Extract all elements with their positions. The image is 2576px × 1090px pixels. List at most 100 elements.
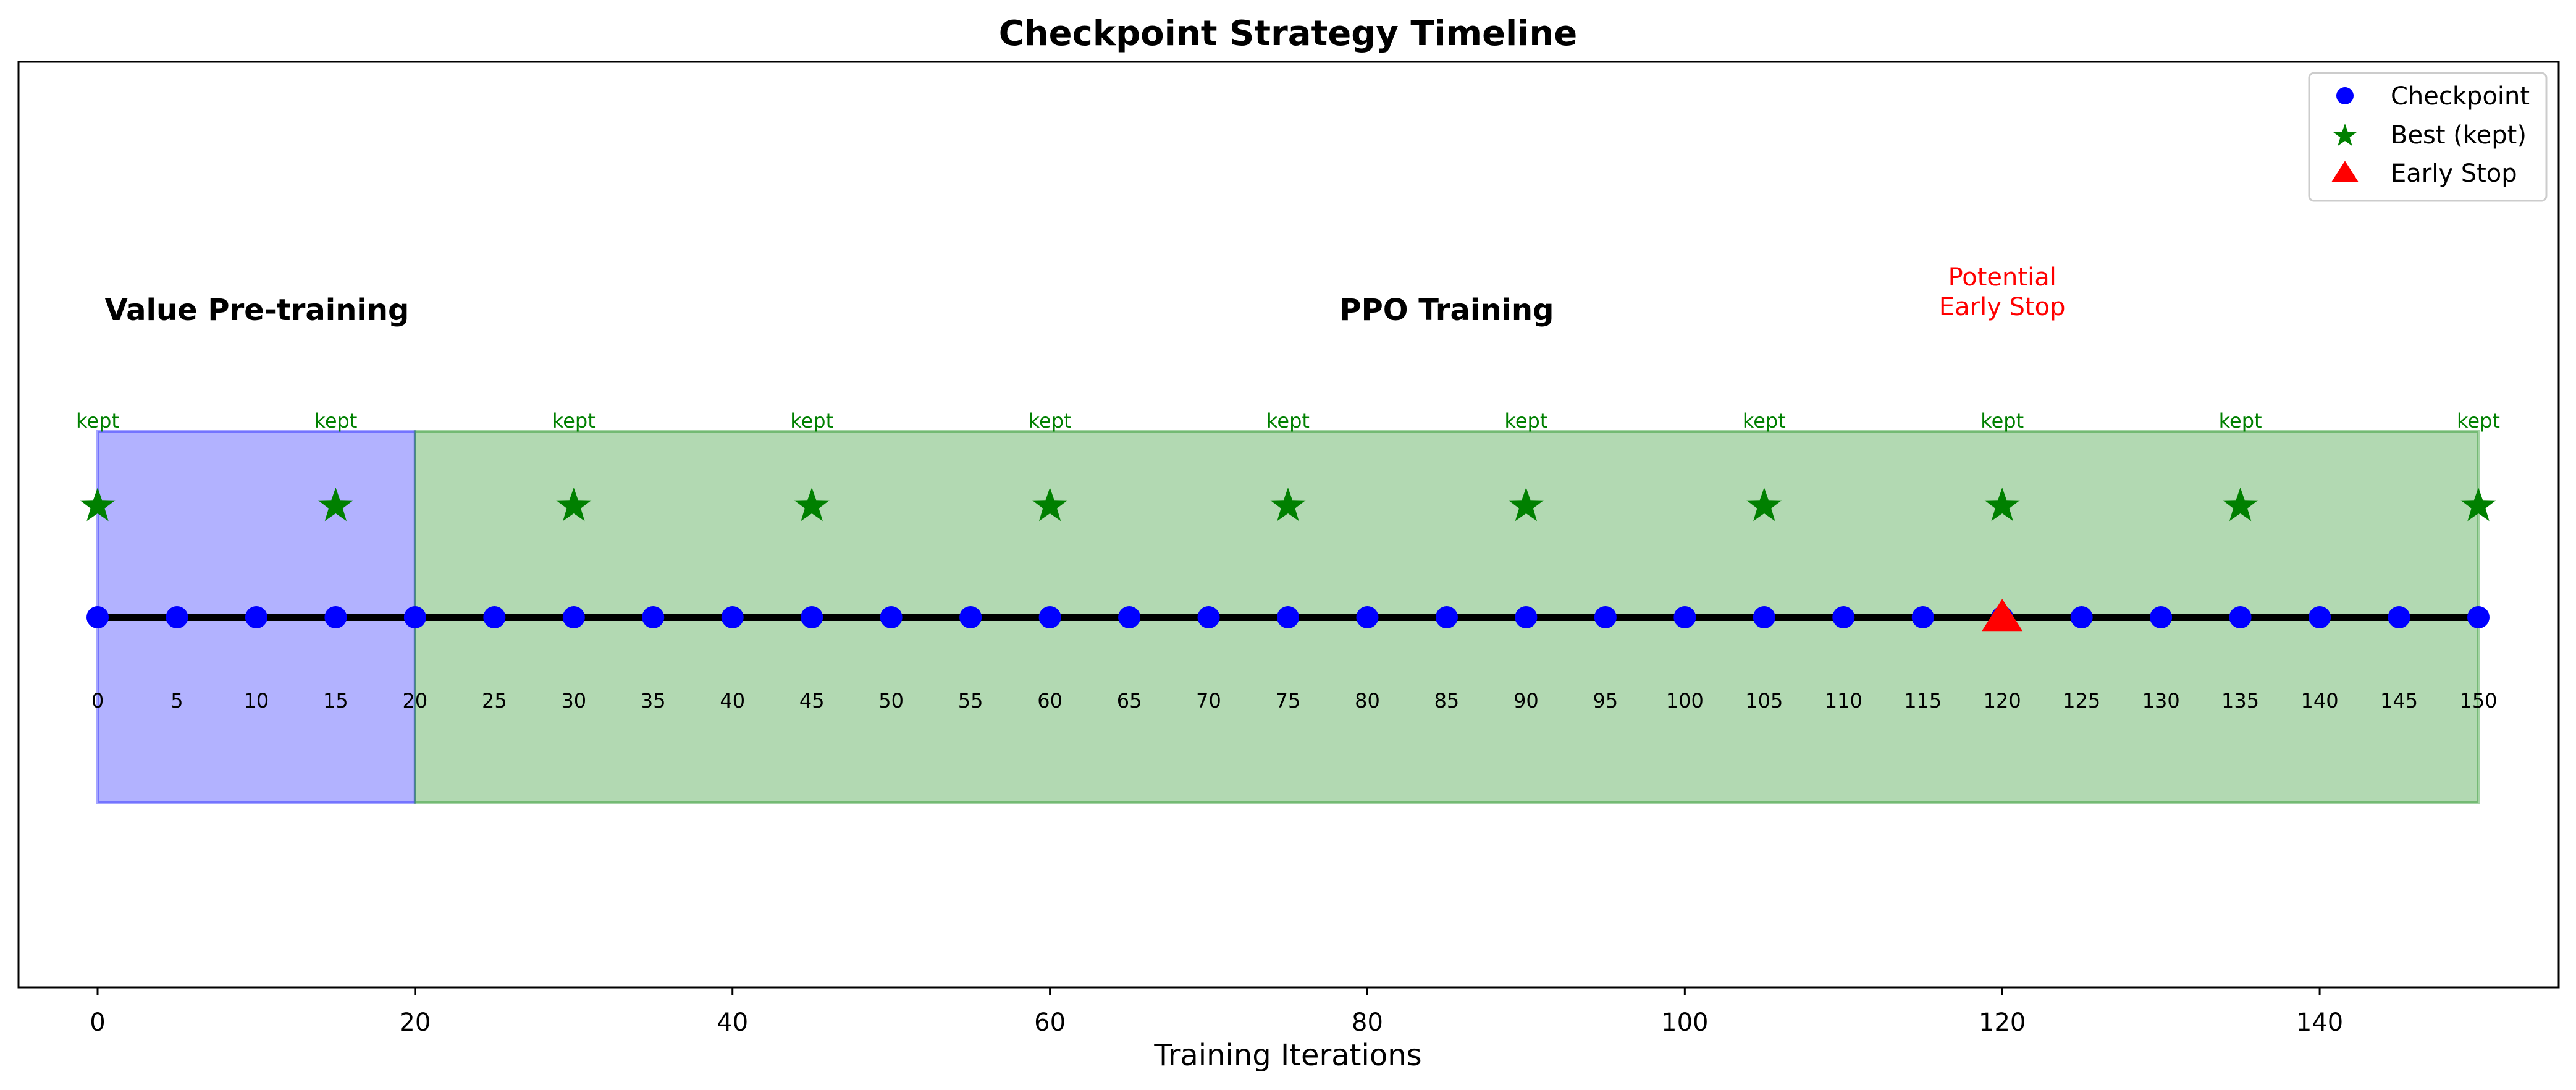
checkpoint-number-label: 125 [2063, 689, 2100, 712]
checkpoint-marker [483, 606, 506, 628]
legend-label-best-kept: Best (kept) [2391, 121, 2527, 150]
checkpoint-number-label: 150 [2459, 689, 2497, 712]
x-tick-label: 80 [1352, 1008, 1383, 1037]
checkpoint-number-label: 105 [1745, 689, 1783, 712]
checkpoint-marker [721, 606, 744, 628]
kept-label: kept [790, 409, 833, 433]
checkpoint-marker [562, 606, 585, 628]
checkpoint-marker [2388, 606, 2410, 628]
checkpoint-number-label: 80 [1355, 689, 1380, 712]
checkpoint-number-label: 45 [799, 689, 825, 712]
checkpoint-number-label: 120 [1984, 689, 2021, 712]
x-tick-label: 20 [399, 1008, 431, 1037]
legend-marker-checkpoint [2336, 87, 2354, 104]
checkpoint-number-label: 20 [403, 689, 428, 712]
checkpoint-marker [2467, 606, 2490, 628]
x-axis-label: Training Iterations [1153, 1038, 1421, 1073]
kept-label: kept [2219, 409, 2262, 433]
best-kept-star [1746, 488, 1782, 522]
best-kept-star [318, 488, 353, 522]
checkpoint-number-label: 75 [1276, 689, 1301, 712]
axes-frame [17, 61, 2560, 989]
checkpoint-marker [1038, 606, 1061, 628]
kept-label: kept [1743, 409, 1786, 433]
chart-title: Checkpoint Strategy Timeline [999, 14, 1578, 54]
checkpoint-marker [642, 606, 665, 628]
checkpoint-marker [801, 606, 823, 628]
checkpoint-marker [324, 606, 347, 628]
checkpoint-number-label: 130 [2142, 689, 2180, 712]
checkpoint-number-label: 0 [91, 689, 104, 712]
x-tick-label: 120 [1979, 1008, 2026, 1037]
x-tick-label: 0 [90, 1008, 105, 1037]
checkpoint-marker [1118, 606, 1141, 628]
checkpoint-number-label: 65 [1117, 689, 1142, 712]
kept-label: kept [76, 409, 119, 433]
checkpoint-marker [86, 606, 109, 628]
best-kept-star [794, 488, 830, 522]
checkpoint-marker [880, 606, 903, 628]
kept-label: kept [1029, 409, 1072, 433]
checkpoint-number-label: 15 [323, 689, 348, 712]
best-kept-star [1270, 488, 1306, 522]
checkpoint-marker [1515, 606, 1538, 628]
x-tick-label: 60 [1034, 1008, 1066, 1037]
checkpoint-number-label: 95 [1593, 689, 1618, 712]
checkpoint-marker [2309, 606, 2331, 628]
checkpoint-marker [245, 606, 267, 628]
checkpoint-number-label: 85 [1434, 689, 1460, 712]
checkpoint-marker [403, 606, 426, 628]
legend: Checkpoint Best (kept) Early Stop [2308, 72, 2548, 202]
kept-label: kept [1266, 409, 1310, 433]
checkpoint-marker [166, 606, 188, 628]
phase-label-0: Value Pre-training [105, 293, 410, 327]
best-kept-star [80, 488, 116, 522]
early-stop-annotation-line-2: Early Stop [1939, 293, 2066, 321]
x-tick-label: 140 [2296, 1008, 2343, 1037]
best-kept-star [2223, 488, 2258, 522]
checkpoint-number-label: 40 [720, 689, 745, 712]
legend-label-checkpoint: Checkpoint [2391, 82, 2530, 111]
legend-marker-early-stop [2331, 161, 2359, 182]
checkpoint-marker [959, 606, 982, 628]
early-stop-annotation-line-1: Potential [1948, 263, 2056, 292]
kept-label: kept [1980, 409, 2024, 433]
kept-label: kept [314, 409, 357, 433]
checkpoint-number-label: 50 [878, 689, 904, 712]
kept-label: kept [552, 409, 596, 433]
checkpoint-marker [1356, 606, 1379, 628]
kept-label: kept [2457, 409, 2500, 433]
checkpoint-marker [1673, 606, 1696, 628]
legend-marker-best-kept [2333, 124, 2357, 146]
checkpoint-number-label: 70 [1196, 689, 1221, 712]
best-kept-star [2460, 488, 2496, 522]
checkpoint-number-label: 25 [482, 689, 507, 712]
checkpoint-number-label: 30 [561, 689, 586, 712]
x-tick-label: 100 [1661, 1008, 1708, 1037]
checkpoint-number-label: 115 [1904, 689, 1942, 712]
checkpoint-number-label: 110 [1825, 689, 1863, 712]
checkpoint-marker [1435, 606, 1458, 628]
kept-label: kept [1504, 409, 1547, 433]
early-stop-marker [1982, 599, 2023, 632]
checkpoint-number-label: 55 [958, 689, 983, 712]
legend-frame [2308, 72, 2548, 202]
checkpoint-marker [2070, 606, 2093, 628]
checkpoint-marker [1277, 606, 1299, 628]
checkpoint-number-label: 145 [2380, 689, 2418, 712]
checkpoint-number-label: 100 [1666, 689, 1704, 712]
checkpoint-marker [1911, 606, 1934, 628]
checkpoint-marker [1594, 606, 1617, 628]
checkpoint-marker [2229, 606, 2252, 628]
best-kept-star [1508, 488, 1544, 522]
x-tick-label: 40 [717, 1008, 748, 1037]
checkpoint-number-label: 35 [641, 689, 666, 712]
best-kept-star [556, 488, 592, 522]
legend-label-early-stop: Early Stop [2391, 159, 2517, 188]
best-kept-star [1032, 488, 1068, 522]
checkpoint-marker [1197, 606, 1220, 628]
checkpoint-number-label: 135 [2221, 689, 2259, 712]
checkpoint-number-label: 60 [1037, 689, 1063, 712]
